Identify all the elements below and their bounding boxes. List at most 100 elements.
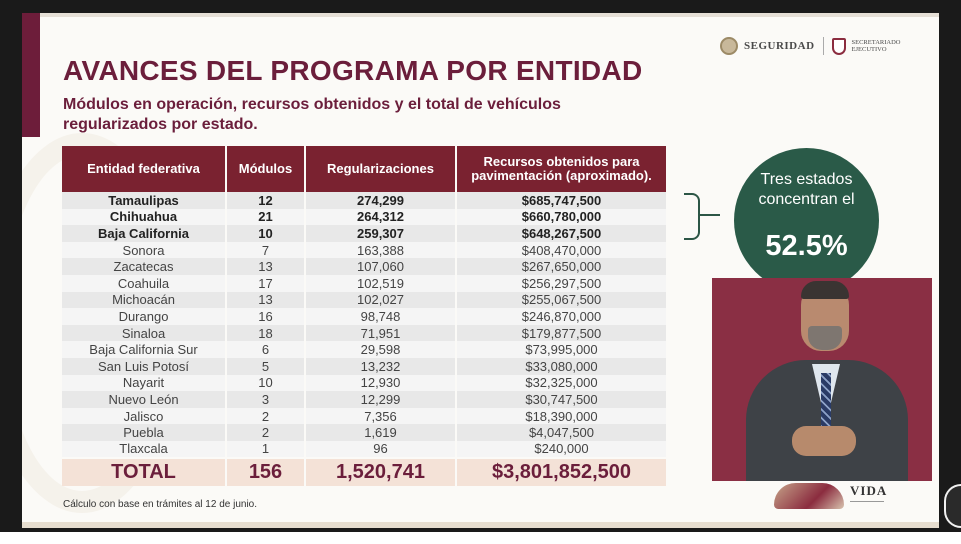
table-total-row: TOTAL 156 1,520,741 $3,801,852,500 (62, 456, 666, 486)
cell-recursos: $18,390,000 (456, 407, 666, 425)
national-seal-icon (720, 37, 738, 55)
cell-recursos: $240,000 (456, 440, 666, 458)
column-header-regularizaciones: Regularizaciones (305, 146, 457, 192)
side-control-button[interactable] (944, 484, 961, 528)
logo-divider (822, 37, 824, 55)
cell-regularizaciones: 96 (305, 440, 457, 458)
table-row: Tamaulipas 12 274,299 $685,747,500 (62, 192, 666, 209)
brand-logo: VIDA (774, 481, 888, 515)
column-header-modulos: Módulos (226, 146, 306, 192)
callout-percent: 52.5% (765, 230, 848, 262)
table-row: Michoacán 13 102,027 $255,067,500 (62, 291, 666, 309)
cell-entidad: Zacatecas (62, 258, 227, 275)
cell-recursos: $32,325,000 (456, 374, 666, 392)
cell-recursos: $685,747,500 (456, 192, 666, 209)
cell-recursos: $33,080,000 (456, 357, 666, 375)
cell-recursos: $179,877,500 (456, 324, 666, 342)
cell-entidad: Nayarit (62, 374, 227, 392)
table-row: Baja California 10 259,307 $648,267,500 (62, 225, 666, 242)
table-row: Nayarit 10 12,930 $32,325,000 (62, 374, 666, 392)
cell-modulos: 2 (226, 407, 306, 425)
cell-regularizaciones: 259,307 (305, 225, 457, 242)
cell-regularizaciones: 274,299 (305, 192, 457, 209)
cell-recursos: $73,995,000 (456, 341, 666, 358)
brand-text: VIDA (850, 483, 888, 498)
cell-modulos: 1 (226, 440, 306, 458)
cell-entidad: Puebla (62, 424, 227, 441)
shield-icon (831, 37, 846, 55)
cell-regularizaciones: 1,619 (305, 424, 457, 441)
table-row: Puebla 2 1,619 $4,047,500 (62, 424, 666, 441)
total-modulos: 156 (226, 456, 306, 486)
brace-pointer (698, 214, 720, 216)
page-subtitle: Módulos en operación, recursos obtenidos… (63, 96, 561, 133)
cell-entidad: Coahuila (62, 274, 227, 292)
slide: SEGURIDAD SECRETARIADO EJECUTIVO AVANCES… (22, 13, 939, 528)
total-regularizaciones: 1,520,741 (305, 456, 457, 486)
cell-regularizaciones: 7,356 (305, 407, 457, 425)
cell-regularizaciones: 12,930 (305, 374, 457, 392)
header-logos: SEGURIDAD SECRETARIADO EJECUTIVO (720, 37, 912, 55)
cell-regularizaciones: 264,312 (305, 208, 457, 226)
cell-modulos: 21 (226, 208, 306, 226)
cell-modulos: 18 (226, 324, 306, 342)
cell-regularizaciones: 102,027 (305, 291, 457, 309)
cell-modulos: 13 (226, 291, 306, 309)
bottom-strip (0, 532, 961, 544)
cell-recursos: $408,470,000 (456, 241, 666, 259)
column-header-entidad: Entidad federativa (62, 146, 227, 192)
cell-regularizaciones: 29,598 (305, 341, 457, 358)
cell-modulos: 13 (226, 258, 306, 275)
bottom-band (22, 522, 939, 528)
logo-secretariado: SECRETARIADO EJECUTIVO (851, 39, 901, 53)
interpreter-tie (821, 373, 831, 433)
table-row: Durango 16 98,748 $246,870,000 (62, 308, 666, 325)
cell-entidad: San Luis Potosí (62, 357, 227, 375)
page-title: AVANCES DEL PROGRAMA POR ENTIDAD (63, 55, 643, 86)
total-recursos: $3,801,852,500 (456, 456, 666, 486)
callout-text: Tres estados concentran el (758, 171, 855, 208)
cell-regularizaciones: 98,748 (305, 308, 457, 325)
cell-modulos: 16 (226, 308, 306, 325)
brace-icon (684, 193, 700, 240)
cell-entidad: Jalisco (62, 407, 227, 425)
cell-entidad: Sinaloa (62, 324, 227, 342)
cell-recursos: $4,047,500 (456, 424, 666, 441)
brand-underline (850, 501, 884, 502)
cell-modulos: 5 (226, 357, 306, 375)
cell-regularizaciones: 163,388 (305, 241, 457, 259)
cell-modulos: 17 (226, 274, 306, 292)
accent-bar (22, 13, 40, 137)
table-row: Jalisco 2 7,356 $18,390,000 (62, 407, 666, 425)
cell-modulos: 6 (226, 341, 306, 358)
total-label: TOTAL (62, 456, 227, 486)
data-table: Entidad federativa Módulos Regularizacio… (62, 146, 666, 486)
cell-regularizaciones: 107,060 (305, 258, 457, 275)
cell-regularizaciones: 102,519 (305, 274, 457, 292)
cell-entidad: Chihuahua (62, 208, 227, 226)
cell-modulos: 10 (226, 374, 306, 392)
interpreter-hair (801, 281, 849, 299)
table-row: Baja California Sur 6 29,598 $73,995,000 (62, 341, 666, 358)
cell-entidad: Michoacán (62, 291, 227, 309)
table-row: Coahuila 17 102,519 $256,297,500 (62, 274, 666, 292)
cell-entidad: Tamaulipas (62, 192, 227, 209)
cell-recursos: $267,650,000 (456, 258, 666, 275)
cell-recursos: $648,267,500 (456, 225, 666, 242)
table-row: Tlaxcala 1 96 $240,000 (62, 440, 666, 458)
callout-circle: Tres estados concentran el 52.5% (734, 148, 879, 293)
cell-modulos: 12 (226, 192, 306, 209)
cell-entidad: Baja California Sur (62, 341, 227, 358)
cell-modulos: 10 (226, 225, 306, 242)
column-header-recursos: Recursos obtenidos para pavimentación (a… (456, 146, 666, 192)
cell-recursos: $246,870,000 (456, 308, 666, 325)
top-bar (22, 13, 939, 17)
table-row: Chihuahua 21 264,312 $660,780,000 (62, 208, 666, 226)
cell-entidad: Nuevo León (62, 391, 227, 408)
cell-entidad: Tlaxcala (62, 440, 227, 458)
cell-entidad: Sonora (62, 241, 227, 259)
sign-language-interpreter-video (712, 278, 932, 481)
cell-recursos: $256,297,500 (456, 274, 666, 292)
table-row: Zacatecas 13 107,060 $267,650,000 (62, 258, 666, 275)
table-row: Nuevo León 3 12,299 $30,747,500 (62, 391, 666, 408)
